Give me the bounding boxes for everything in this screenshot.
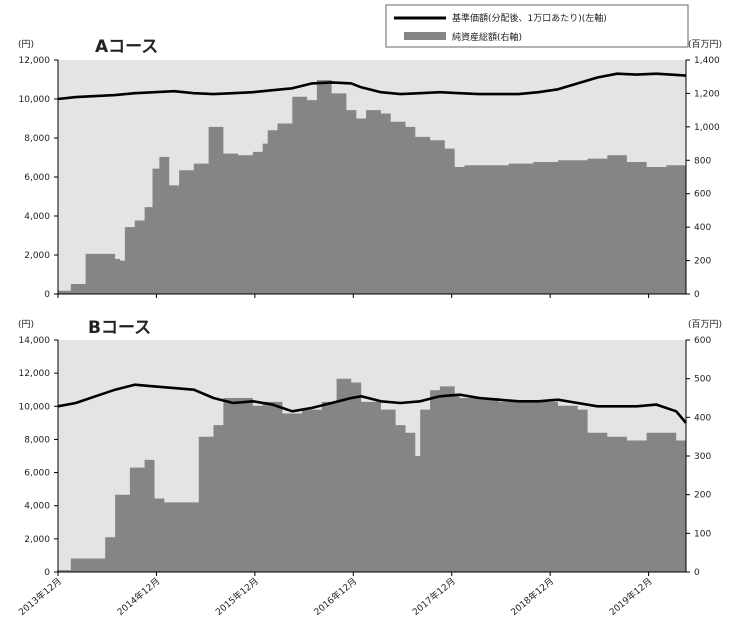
left-tick-label: 8,000 (24, 435, 50, 445)
left-tick-label: 14,000 (19, 336, 51, 346)
legend-assets-swatch (404, 32, 446, 40)
right-tick-label: 0 (694, 290, 700, 300)
right-tick-label: 300 (694, 452, 711, 462)
x-axis-labels: 2013年12月 2014年12月 2015年12月 2016年12月 2017年12月… (16, 575, 654, 618)
right-tick-label: 1,000 (694, 123, 720, 133)
series-nav-line (57, 383, 687, 424)
right-tick-label: 200 (694, 257, 711, 267)
left-tick-label: 6,000 (24, 173, 50, 183)
left-tick-label: 4,000 (24, 502, 50, 512)
left-tick-label: 2,000 (24, 251, 50, 261)
x-axis-label: 2017年12月 (410, 575, 458, 618)
panel-a-left-unit: (円) (18, 39, 34, 50)
legend-assets-label: 純資産総額(右軸) (452, 31, 522, 43)
left-tick-label: 4,000 (24, 212, 50, 222)
series-nav-line (57, 72, 687, 101)
panel-a-course: Aコース (円) (百万円) 0 2,000 4,000 6,000 8,000 10,0… (18, 37, 722, 300)
left-tick-label: 12,000 (19, 369, 51, 379)
panel-b-course: Bコース (円) (百万円) 0 2,000 4,000 6,000 8,000 10,0… (18, 318, 722, 578)
x-axis-label: 2013年12月 (16, 575, 64, 618)
right-tick-label: 0 (694, 568, 700, 578)
series-net-assets-area (58, 80, 686, 294)
right-tick-label: 600 (694, 190, 711, 200)
x-axis-label: 2018年12月 (508, 575, 556, 618)
panel-a-right-unit: (百万円) (688, 39, 722, 50)
left-tick-label: 2,000 (24, 535, 50, 545)
left-tick-label: 8,000 (24, 134, 50, 144)
panel-b-right-unit: (百万円) (688, 319, 722, 330)
right-tick-label: 600 (694, 336, 711, 346)
right-tick-label: 800 (694, 156, 711, 166)
left-tick-label: 10,000 (19, 95, 51, 105)
right-tick-label: 1,200 (694, 89, 720, 99)
left-tick-label: 6,000 (24, 469, 50, 479)
panel-a-title: Aコース (95, 37, 158, 57)
x-axis-label: 2015年12月 (213, 575, 261, 618)
right-tick-label: 1,400 (694, 56, 720, 66)
left-tick-label: 10,000 (19, 402, 51, 412)
right-tick-label: 200 (694, 491, 711, 501)
panel-b-left-unit: (円) (18, 319, 34, 330)
x-axis-label: 2016年12月 (311, 575, 359, 618)
right-tick-label: 400 (694, 223, 711, 233)
legend: 基準価額(分配後、1万口あたり)(左軸) 純資産総額(右軸) (385, 4, 689, 48)
right-tick-label: 500 (694, 375, 711, 385)
series-net-assets-area (58, 378, 686, 572)
left-tick-label: 0 (44, 568, 50, 578)
panel-b-title: Bコース (88, 318, 151, 338)
legend-box (385, 4, 689, 48)
right-tick-label: 100 (694, 529, 711, 539)
right-tick-label: 400 (694, 413, 711, 423)
left-tick-label: 0 (44, 290, 50, 300)
left-tick-label: 12,000 (19, 56, 51, 66)
x-axis-label: 2014年12月 (115, 575, 163, 618)
legend-nav-label: 基準価額(分配後、1万口あたり)(左軸) (452, 12, 607, 24)
x-axis-label: 2019年12月 (607, 575, 655, 618)
